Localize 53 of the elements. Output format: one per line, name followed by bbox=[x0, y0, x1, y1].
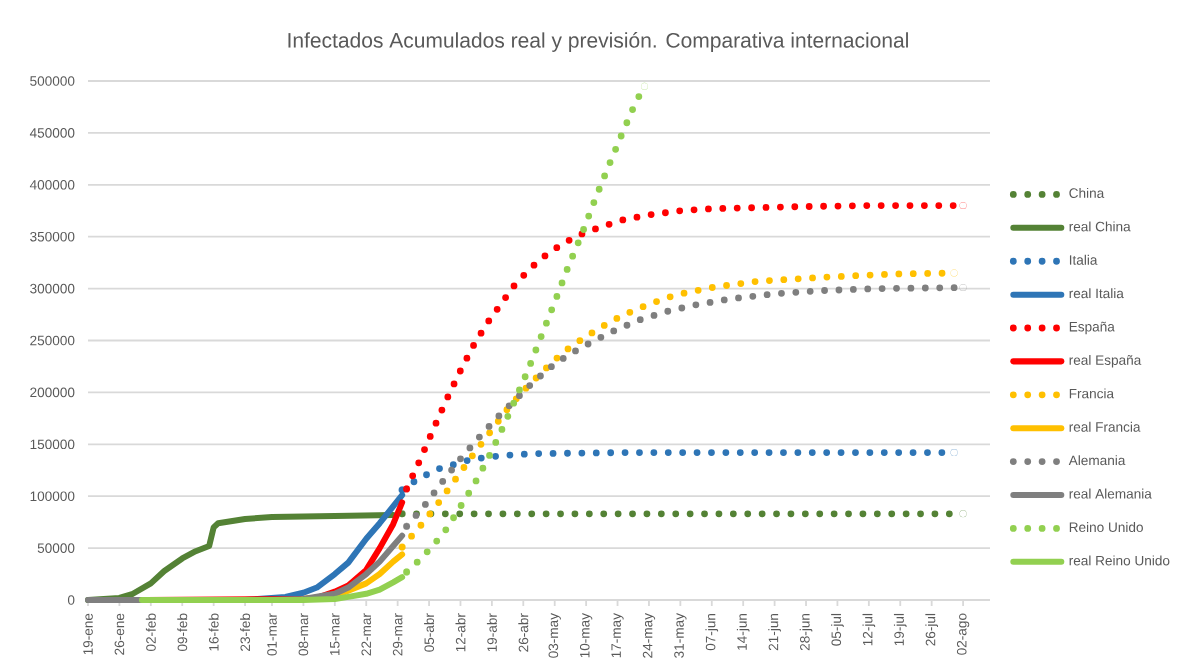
x-tick-label: 24-may bbox=[642, 613, 656, 658]
legend-label: China bbox=[1069, 188, 1105, 198]
x-tick-label: 02-feb bbox=[145, 613, 156, 652]
y-tick-label: 150000 bbox=[30, 439, 75, 450]
chart-title: Infectados Acumulados real y previsión. Comparativa internacional bbox=[288, 32, 908, 52]
legend-label: Italia bbox=[1069, 254, 1098, 265]
x-tick-label: 15-mar bbox=[330, 613, 340, 656]
x-tick-label: 19-abr bbox=[486, 613, 497, 652]
x-tick-label: 05-abr bbox=[424, 613, 435, 652]
x-tick-label: 31-may bbox=[674, 613, 687, 658]
legend-label: real China bbox=[1069, 221, 1131, 232]
legend-label: real Reino Unido bbox=[1069, 555, 1170, 566]
x-tick-label: 12-abr bbox=[455, 613, 466, 652]
legend-label: España bbox=[1069, 321, 1115, 335]
x-tick-label: 23-feb bbox=[240, 613, 251, 651]
y-tick-label: 500000 bbox=[30, 76, 75, 86]
y-tick-label: 350000 bbox=[30, 231, 75, 242]
y-tick-label: 100000 bbox=[30, 491, 75, 502]
y-tick-label: 300000 bbox=[30, 283, 75, 294]
x-tick-label: 16-feb bbox=[208, 613, 219, 651]
legend-label: Reino Unido bbox=[1069, 522, 1143, 532]
x-tick-label: 12-jul bbox=[862, 613, 876, 646]
legend-label: real Francia bbox=[1069, 421, 1141, 432]
x-tick-label: 26-ene bbox=[114, 613, 125, 655]
x-tick-label: 19-jul bbox=[893, 613, 907, 646]
x-tick-label: 10-may bbox=[579, 613, 593, 658]
y-tick-label: 400000 bbox=[29, 179, 75, 190]
x-tick-label: 26-abr bbox=[518, 613, 529, 652]
x-tick-label: 14-jun bbox=[736, 613, 750, 650]
x-tick-label: 26-jul bbox=[925, 613, 938, 646]
legend-label: Francia bbox=[1069, 388, 1115, 399]
x-tick-label: 28-jun bbox=[799, 613, 813, 651]
x-tick-label: 09-feb bbox=[177, 613, 188, 652]
x-tick-label: 05-jul bbox=[831, 613, 844, 646]
legend-label: real Alemania bbox=[1069, 488, 1152, 499]
legend-label: real Italia bbox=[1069, 288, 1124, 299]
x-tick-label: 22-mar bbox=[361, 613, 372, 656]
x-tick-label: 03-may bbox=[548, 613, 561, 658]
y-tick-label: 0 bbox=[67, 595, 75, 605]
legend-label: Alemania bbox=[1068, 455, 1126, 466]
x-tick-label: 19-ene bbox=[83, 613, 93, 655]
y-tick-label: 250000 bbox=[30, 335, 75, 346]
y-tick-label: 450000 bbox=[29, 128, 75, 138]
x-tick-label: 02-ago bbox=[956, 613, 970, 655]
legend-label: real España bbox=[1069, 354, 1142, 368]
y-tick-label: 200000 bbox=[30, 387, 75, 398]
x-tick-label: 21-jun bbox=[768, 613, 781, 651]
y-tick-label: 50000 bbox=[37, 543, 75, 553]
x-tick-label: 01-mar bbox=[267, 613, 277, 656]
x-tick-label: 17-may bbox=[611, 613, 624, 658]
x-tick-label: 29-mar bbox=[392, 613, 403, 656]
x-tick-label: 07-jun bbox=[705, 613, 719, 651]
x-tick-label: 08-mar bbox=[298, 613, 309, 656]
